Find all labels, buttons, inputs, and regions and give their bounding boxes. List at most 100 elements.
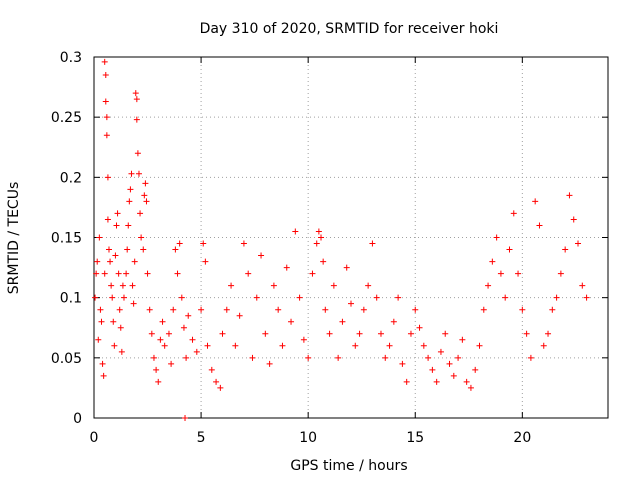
data-point (386, 342, 393, 349)
data-point (189, 336, 196, 343)
data-point (566, 192, 573, 199)
data-point (104, 216, 111, 223)
data-point (313, 240, 320, 247)
data-point (549, 306, 556, 313)
data-point (198, 306, 205, 313)
data-point (467, 384, 474, 391)
data-point (94, 258, 101, 265)
data-point (485, 282, 492, 289)
data-point (523, 330, 530, 337)
data-point (288, 318, 295, 325)
data-point (155, 378, 162, 385)
data-point (553, 294, 560, 301)
data-point (506, 246, 513, 253)
data-point (262, 330, 269, 337)
data-point (112, 252, 119, 259)
data-point (103, 132, 110, 139)
x-tick-label: 0 (90, 430, 99, 446)
data-point (545, 330, 552, 337)
data-point (497, 270, 504, 277)
data-point (134, 150, 141, 157)
y-tick-label: 0.05 (51, 351, 82, 367)
data-point (320, 258, 327, 265)
data-point (476, 342, 483, 349)
data-point (519, 306, 526, 313)
data-point (150, 354, 157, 361)
data-point (129, 282, 136, 289)
data-point (442, 330, 449, 337)
data-point (110, 318, 117, 325)
data-point (219, 330, 226, 337)
data-point (258, 252, 265, 259)
data-point (133, 116, 140, 123)
data-point (399, 360, 406, 367)
data-point (270, 282, 277, 289)
data-point (113, 222, 120, 229)
data-point (437, 348, 444, 355)
data-point (390, 318, 397, 325)
data-point (208, 366, 215, 373)
data-point (172, 246, 179, 253)
data-point (142, 180, 149, 187)
data-point (101, 270, 108, 277)
y-tick-label: 0 (73, 411, 82, 427)
x-tick-label: 20 (513, 430, 531, 446)
data-point (161, 342, 168, 349)
data-point (557, 270, 564, 277)
data-point (144, 270, 151, 277)
data-point (493, 234, 500, 241)
data-point (583, 294, 590, 301)
data-point (510, 210, 517, 217)
data-point (348, 300, 354, 307)
data-point (183, 354, 190, 361)
y-tick-label: 0.1 (60, 291, 82, 307)
data-point (133, 96, 140, 103)
data-point (395, 294, 402, 301)
chart-title: Day 310 of 2020, SRMTID for receiver hok… (200, 21, 499, 37)
data-point (249, 354, 256, 361)
data-point (339, 318, 346, 325)
axis-ticks: 0 5 10 15 20 0 0.05 0.1 0.15 0.2 0.25 0.3 (51, 50, 608, 446)
data-point (182, 415, 189, 421)
data-point (515, 270, 522, 277)
data-point (93, 270, 100, 277)
data-point (92, 294, 99, 301)
data-point (143, 198, 150, 205)
data-point (407, 330, 414, 337)
data-point (305, 354, 312, 361)
data-point (202, 258, 209, 265)
data-point (127, 186, 134, 193)
x-axis-label: GPS time / hours (290, 458, 407, 474)
data-point (99, 360, 106, 367)
data-point (420, 342, 427, 349)
data-point (170, 306, 177, 313)
data-point (108, 282, 115, 289)
data-point (228, 282, 235, 289)
x-tick-label: 5 (197, 430, 206, 446)
data-point (266, 360, 273, 367)
data-point (480, 306, 487, 313)
data-point (124, 246, 131, 253)
data-point (132, 90, 139, 97)
data-point (232, 342, 239, 349)
data-point (125, 222, 132, 229)
data-point (315, 228, 322, 235)
data-point (148, 330, 155, 337)
y-tick-label: 0.3 (60, 50, 82, 66)
data-point (126, 198, 133, 205)
data-point (472, 366, 479, 373)
data-point (115, 270, 122, 277)
gridlines (94, 57, 608, 418)
data-point (138, 234, 145, 241)
data-point (253, 294, 260, 301)
data-point (377, 330, 384, 337)
data-point (185, 312, 192, 319)
data-point (204, 342, 211, 349)
data-point (100, 372, 107, 379)
data-point (98, 318, 105, 325)
data-point (369, 240, 376, 247)
data-point (95, 336, 102, 343)
data-point (527, 354, 534, 361)
data-point (412, 306, 419, 313)
y-tick-label: 0.2 (60, 170, 82, 186)
